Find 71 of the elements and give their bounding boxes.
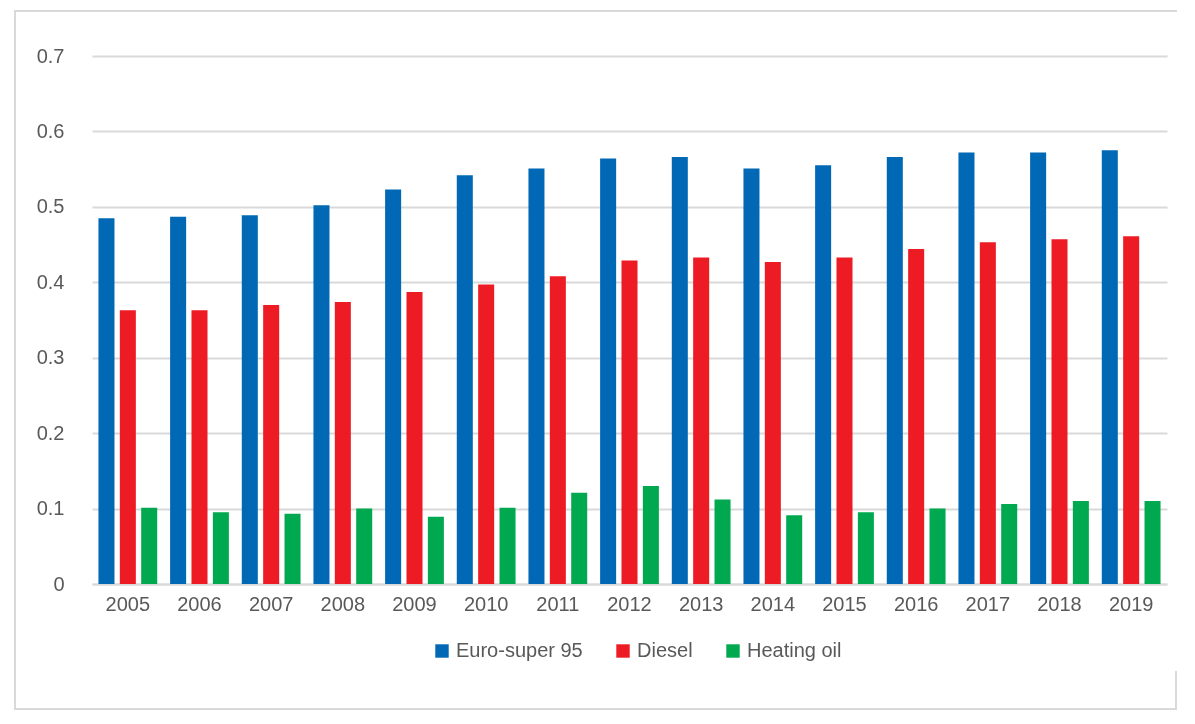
bar xyxy=(427,516,444,584)
bar xyxy=(857,512,874,584)
y-tick-label: 0.1 xyxy=(36,497,65,520)
bar xyxy=(1123,236,1140,584)
bar xyxy=(929,508,946,584)
bar xyxy=(693,257,710,584)
y-tick-label: 0.5 xyxy=(36,195,65,218)
bar xyxy=(1001,504,1018,584)
bar xyxy=(714,499,731,584)
bar xyxy=(886,157,903,584)
bar xyxy=(478,284,495,584)
y-tick-label: 0.6 xyxy=(36,119,65,142)
bar xyxy=(621,260,638,584)
bar xyxy=(815,165,832,584)
bar xyxy=(456,175,473,584)
bar xyxy=(836,257,853,584)
bar xyxy=(1072,501,1089,584)
x-tick-label: 2005 xyxy=(105,592,151,615)
x-tick-label: 2010 xyxy=(463,592,509,615)
bar xyxy=(119,310,136,584)
bar xyxy=(191,310,208,584)
bar xyxy=(600,158,617,584)
bar xyxy=(979,242,996,584)
x-tick-label: 2008 xyxy=(320,592,366,615)
legend-label: Euro-super 95 xyxy=(456,639,583,661)
y-tick-label: 0.2 xyxy=(36,421,65,444)
x-tick-label: 2006 xyxy=(177,592,222,615)
y-tick-label: 0.7 xyxy=(36,44,65,67)
bar xyxy=(356,508,373,584)
x-tick-label: 2018 xyxy=(1037,592,1082,615)
bar xyxy=(571,492,588,584)
x-tick-label: 2014 xyxy=(750,592,796,615)
bar xyxy=(958,152,975,584)
x-tick-label: 2009 xyxy=(392,592,437,615)
legend-label: Heating oil xyxy=(747,639,842,661)
bar xyxy=(212,512,229,584)
bar xyxy=(385,189,402,584)
bar xyxy=(406,292,423,584)
bar xyxy=(1101,150,1118,584)
legend-label: Diesel xyxy=(637,639,693,661)
bar xyxy=(1051,239,1068,584)
x-tick-label: 2017 xyxy=(965,592,1011,615)
x-tick-label: 2016 xyxy=(893,592,939,615)
bar xyxy=(908,249,925,584)
bar xyxy=(263,304,280,584)
bar xyxy=(743,168,760,584)
bar xyxy=(1030,152,1047,584)
x-tick-label: 2007 xyxy=(248,592,294,615)
bar xyxy=(528,168,545,584)
bar xyxy=(671,157,688,584)
y-tick-label: 0.4 xyxy=(36,270,65,293)
x-tick-label: 2011 xyxy=(536,592,580,615)
y-tick-label: 0 xyxy=(53,572,65,595)
bar xyxy=(642,485,659,584)
bar xyxy=(786,515,803,584)
bar xyxy=(334,301,351,584)
bar xyxy=(499,507,516,584)
bar xyxy=(141,507,158,584)
bar xyxy=(170,216,187,584)
bar xyxy=(1144,501,1161,584)
bar xyxy=(284,513,301,584)
y-tick-label: 0.3 xyxy=(36,346,65,369)
x-tick-label: 2013 xyxy=(678,592,724,615)
x-tick-label: 2012 xyxy=(607,592,652,615)
bar xyxy=(241,215,258,584)
bar xyxy=(98,218,115,584)
x-tick-label: 2015 xyxy=(822,592,867,615)
x-tick-label: 2019 xyxy=(1108,592,1154,615)
bar xyxy=(313,205,330,584)
bar xyxy=(764,261,781,584)
bar xyxy=(549,276,566,584)
